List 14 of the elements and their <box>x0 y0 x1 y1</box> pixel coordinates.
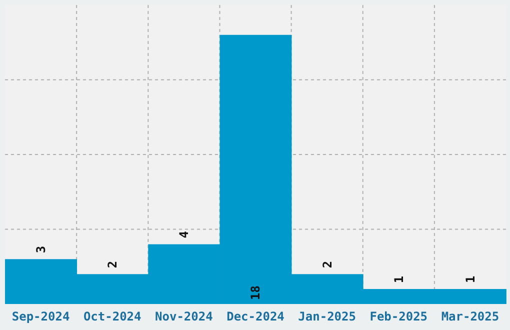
x-tick-label: Nov-2024 <box>155 310 213 324</box>
x-tick-label: Oct-2024 <box>83 310 142 324</box>
data-label: 2 <box>106 260 120 268</box>
x-tick-label: Dec-2024 <box>226 310 284 324</box>
x-tick-label: Mar-2025 <box>441 310 500 324</box>
x-tick-label: Feb-2025 <box>370 310 428 324</box>
data-label: 1 <box>392 276 406 284</box>
data-label: 3 <box>34 246 48 254</box>
x-tick-label: Sep-2024 <box>12 310 70 324</box>
data-label: 1 <box>463 276 478 284</box>
x-tick-label: Jan-2025 <box>298 310 356 324</box>
data-label: 4 <box>177 230 192 238</box>
data-label: 18 <box>248 286 263 300</box>
data-label: 2 <box>320 260 334 268</box>
